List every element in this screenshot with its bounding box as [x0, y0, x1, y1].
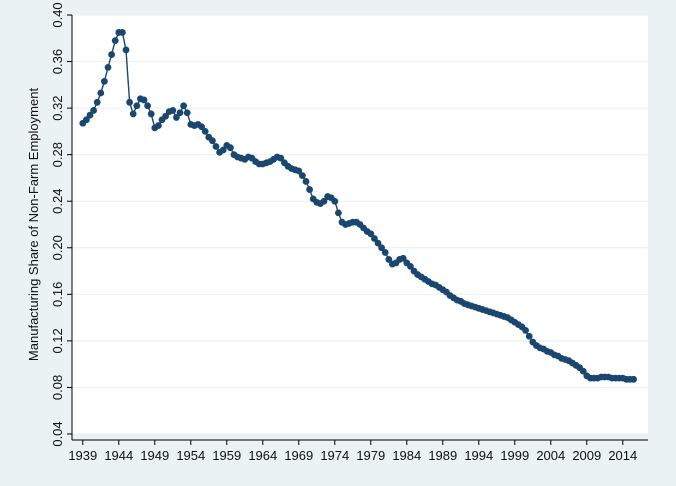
x-tick-label: 2009 [572, 448, 601, 463]
y-tick-label: 0.08 [50, 375, 65, 400]
x-tick-label: 1964 [248, 448, 277, 463]
data-point [93, 98, 101, 106]
x-tick-label: 1979 [356, 448, 385, 463]
data-point [140, 96, 148, 104]
data-point [209, 137, 216, 145]
data-point [320, 197, 328, 205]
data-point [371, 235, 378, 242]
x-tick-label: 1959 [212, 448, 241, 463]
data-point [201, 127, 209, 135]
data-point [306, 186, 313, 193]
data-point [162, 112, 170, 120]
x-tick-label: 1949 [140, 448, 169, 463]
data-point [299, 172, 306, 180]
y-tick-label: 0.36 [50, 49, 65, 74]
data-point [180, 102, 188, 110]
x-tick-label: 1944 [104, 448, 133, 463]
data-point [277, 154, 285, 162]
data-point [104, 63, 112, 71]
data-point [381, 249, 389, 256]
data-point [198, 123, 206, 131]
axes [71, 15, 648, 441]
data-point [101, 77, 108, 85]
x-tick-label: 2014 [608, 448, 637, 463]
data-point [119, 29, 126, 36]
data-point [129, 110, 137, 118]
data-point [335, 209, 342, 217]
data-point [212, 143, 220, 150]
y-tick-label: 0.24 [50, 189, 65, 214]
x-tick-label: 1994 [464, 448, 493, 463]
y-axis-title: Manufacturing Share of Non-Farm Employme… [26, 88, 41, 362]
data-point [374, 239, 382, 247]
y-tick-label: 0.32 [50, 95, 65, 120]
x-tick-label: 1954 [176, 448, 205, 463]
data-point [385, 256, 393, 263]
y-tick-label: 0.28 [50, 142, 65, 167]
data-point [108, 51, 115, 58]
data-point [399, 254, 407, 262]
data-point [630, 375, 637, 383]
data-point [126, 98, 133, 106]
y-tick-label: 0.12 [50, 328, 65, 353]
x-tick-label: 1984 [392, 448, 421, 463]
data-point [219, 146, 227, 154]
gridlines [72, 14, 648, 435]
data-point [407, 263, 414, 270]
data-point [111, 37, 119, 45]
data-point [525, 332, 533, 340]
data-point [169, 107, 177, 114]
x-tick-label: 1939 [68, 448, 97, 463]
x-tick-label: 1999 [500, 448, 529, 463]
data-point [227, 144, 234, 152]
series-layer [79, 29, 637, 383]
x-tick-label: 1969 [284, 448, 313, 463]
x-axis-ticks: 1939 1944 1949 1954 1959 1964 1969 1974 1979 1984… [68, 440, 637, 463]
data-point [579, 367, 587, 375]
data-point [133, 102, 141, 110]
data-point [90, 107, 97, 114]
data-point [522, 327, 529, 334]
x-tick-label: 1974 [320, 448, 349, 463]
x-tick-label: 1989 [428, 448, 457, 463]
data-point [176, 109, 184, 117]
data-point [378, 244, 385, 252]
data-point [155, 122, 162, 129]
data-point [183, 109, 191, 117]
data-point [302, 178, 310, 185]
data-point [331, 197, 339, 205]
data-point [295, 167, 303, 175]
data-point [83, 116, 90, 124]
data-point [122, 46, 130, 54]
data-point [144, 102, 152, 110]
data-point [147, 110, 155, 118]
y-axis-ticks: 0.04 0.08 0.12 0.16 0.20 0.24 0.28 0.32 0.36 0.40 [50, 2, 72, 447]
x-tick-label: 2004 [536, 448, 565, 463]
y-tick-label: 0.04 [50, 421, 65, 446]
data-point [173, 114, 180, 121]
data-point [97, 89, 105, 97]
data-point [86, 111, 94, 119]
y-tick-label: 0.40 [50, 2, 65, 27]
data-point [367, 230, 375, 238]
y-tick-label: 0.16 [50, 282, 65, 307]
y-tick-label: 0.20 [50, 235, 65, 260]
